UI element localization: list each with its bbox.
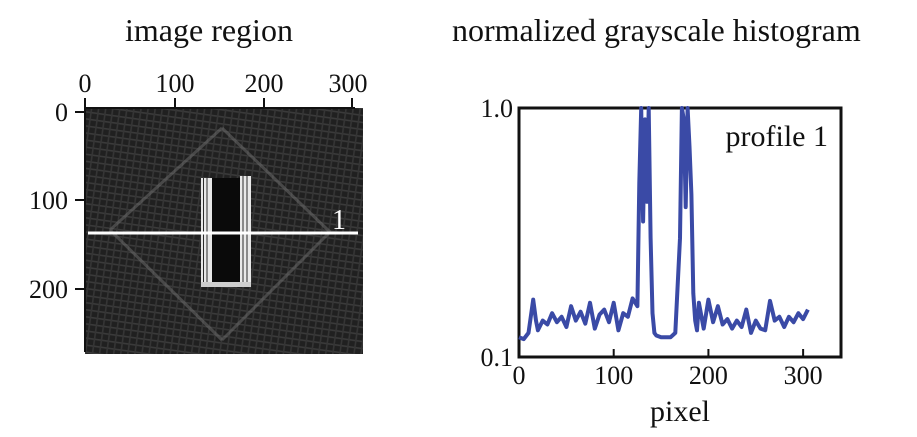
x-axis-label: pixel bbox=[650, 395, 710, 428]
histogram-chart: 0 100 200 300 0.1 1.0 profile 1 pixel bbox=[481, 94, 843, 428]
image-y-tick-label: 0 bbox=[55, 98, 68, 127]
series-line-profile-1 bbox=[518, 106, 810, 342]
x-tick-label: 0 bbox=[513, 361, 526, 390]
image-region-title: image region bbox=[125, 12, 293, 48]
image-x-tick-label: 200 bbox=[245, 69, 284, 98]
mesh-diamond-glints bbox=[108, 126, 332, 342]
image-y-tick-label: 200 bbox=[29, 275, 68, 304]
image-region-panel: 1 0 100 200 300 0 100 200 bbox=[29, 69, 368, 354]
image-x-tick-label: 100 bbox=[156, 69, 195, 98]
image-y-tick-label: 100 bbox=[29, 186, 68, 215]
y-tick-label: 0.1 bbox=[481, 343, 514, 372]
profile-annotation: profile 1 bbox=[726, 120, 828, 153]
histogram-title: normalized grayscale histogram bbox=[452, 12, 861, 48]
image-x-tick-label: 0 bbox=[79, 69, 92, 98]
chart-ticks: 0 100 200 300 0.1 1.0 bbox=[481, 94, 823, 390]
profile-line-label: 1 bbox=[332, 205, 346, 236]
x-tick-label: 100 bbox=[594, 361, 633, 390]
x-tick-label: 200 bbox=[689, 361, 728, 390]
y-tick-label: 1.0 bbox=[481, 94, 514, 123]
x-tick-label: 300 bbox=[784, 361, 823, 390]
image-x-tick-label: 300 bbox=[329, 69, 368, 98]
